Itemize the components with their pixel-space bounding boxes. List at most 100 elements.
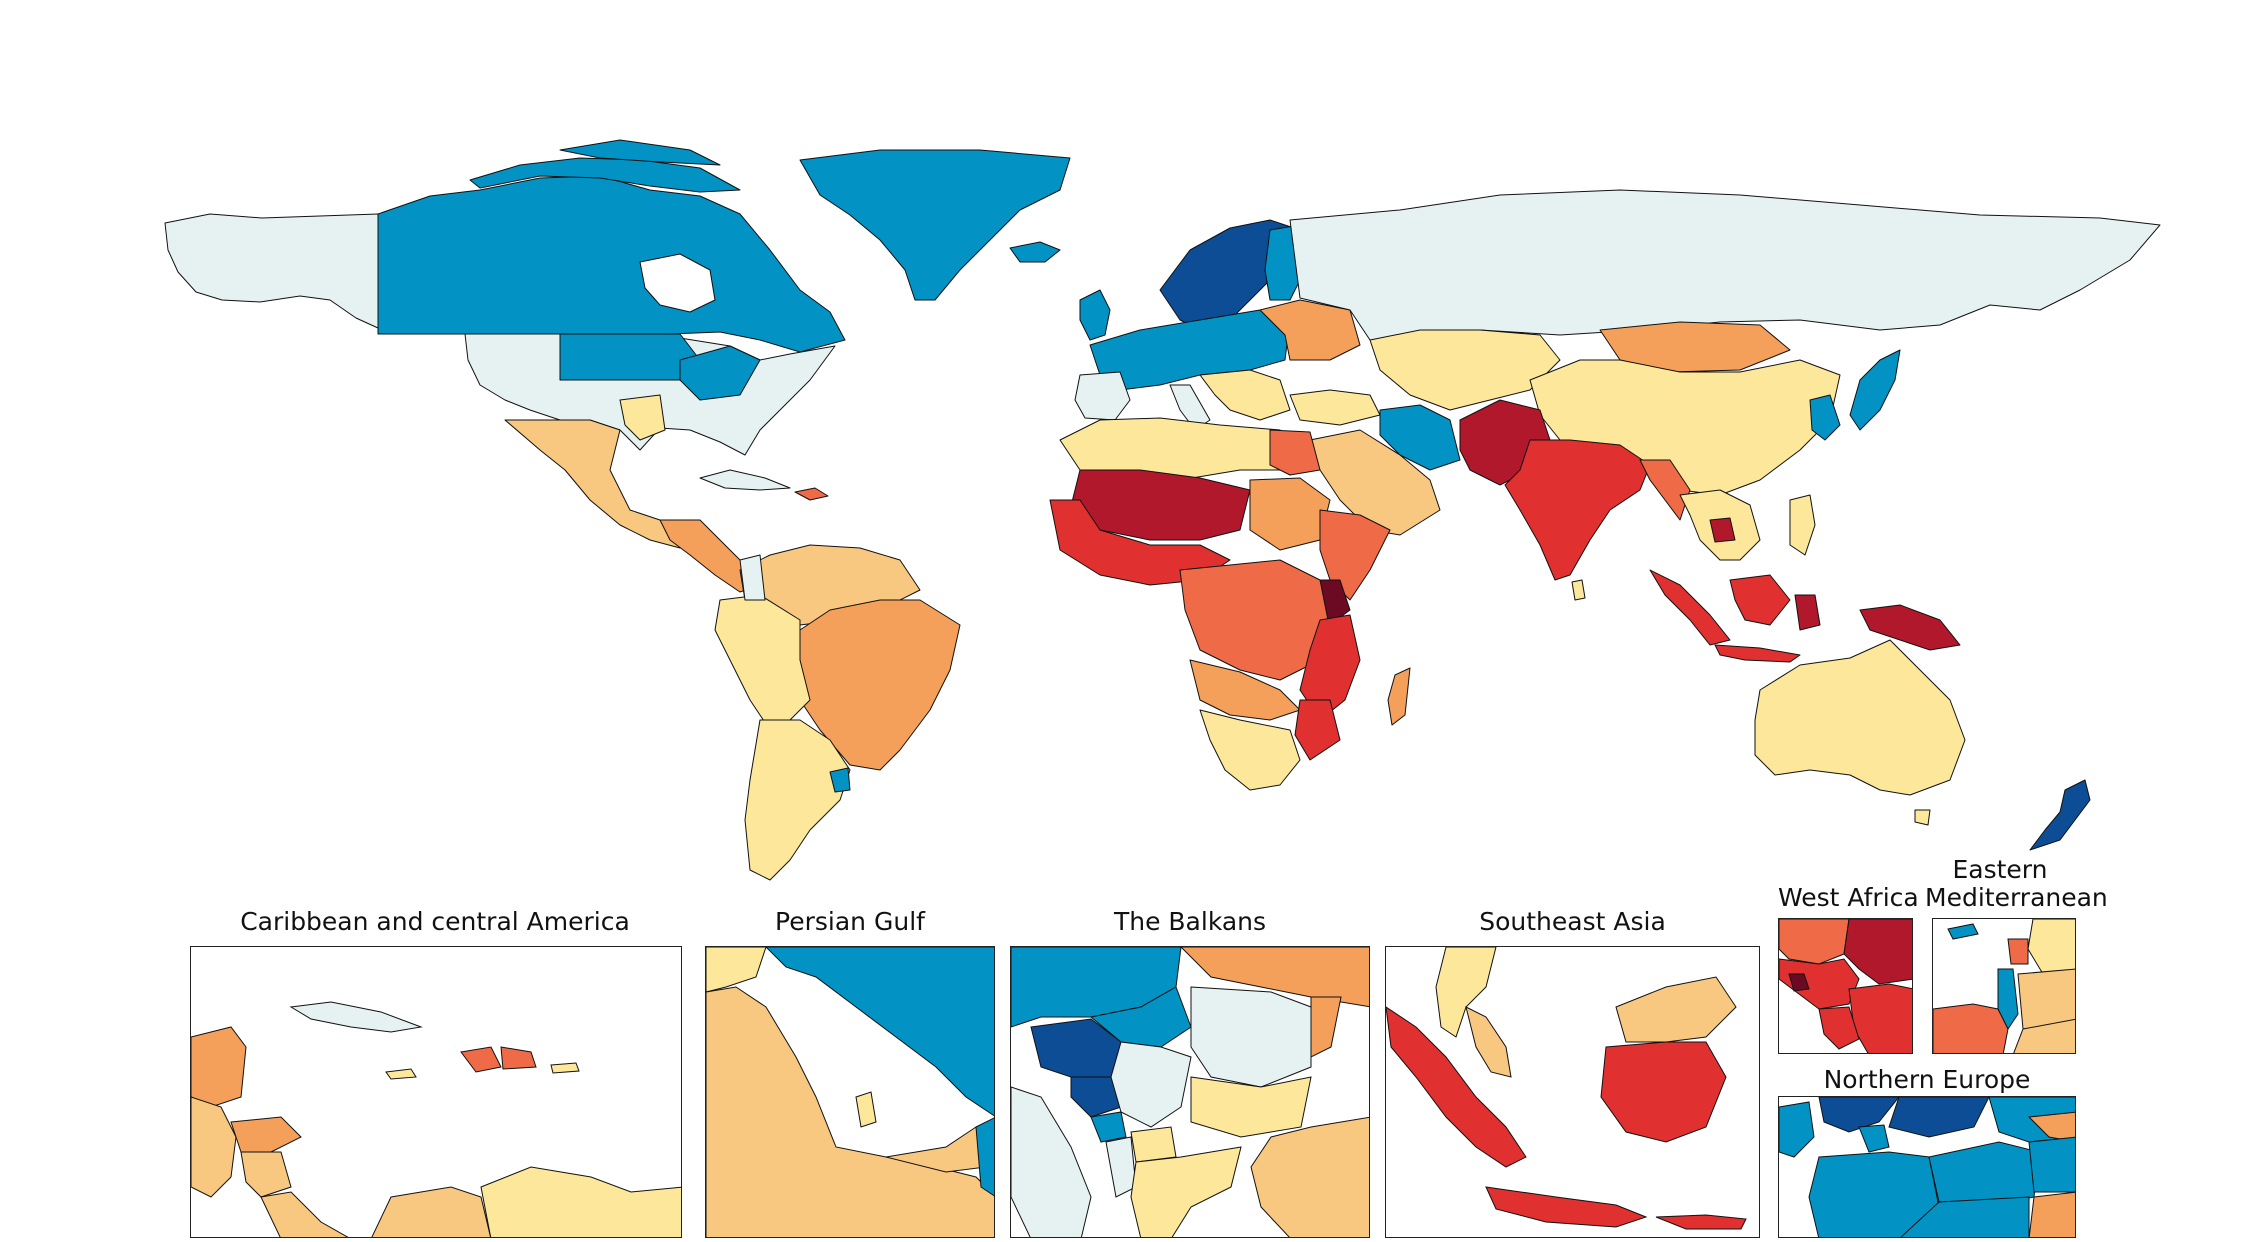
inset-carib-yucatan <box>191 1026 247 1108</box>
region-iceland <box>1009 241 1061 263</box>
region-egypt <box>1269 429 1321 476</box>
region-mozambique <box>1294 699 1341 761</box>
region-southern-cone <box>744 719 851 881</box>
region-new-zealand <box>2029 779 2091 851</box>
inset-wa-guinea <box>1779 958 1860 1010</box>
inset-west-africa <box>1778 918 1913 1054</box>
inset-sea-java <box>1485 1186 1648 1228</box>
inset-gulf-oman <box>975 1117 994 1197</box>
inset-ne-denmark <box>1858 1124 1890 1153</box>
inset-title-northern-europe: Northern Europe <box>1823 1065 2031 1094</box>
inset-em-israel <box>1997 968 2019 1030</box>
region-canada <box>377 175 846 353</box>
inset-balkans-bulgaria <box>1190 1076 1312 1138</box>
inset-balkans-bosnia <box>1070 1076 1122 1118</box>
inset-carib-jamaica <box>385 1068 417 1080</box>
inset-balkans <box>1010 946 1370 1238</box>
world-choropleth-map <box>164 139 2161 881</box>
inset-balkans-greece <box>1130 1146 1242 1237</box>
hudson-bay <box>639 253 716 313</box>
inset-ne-russia-west <box>2027 1111 2075 1143</box>
inset-balkans-montenegro <box>1090 1111 1127 1143</box>
inset-title-eastern-med-line2: Mediterranean <box>1925 883 2108 912</box>
region-korea <box>1809 394 1841 441</box>
region-usa-midwest <box>559 333 701 381</box>
inset-gulf-iraq <box>706 947 767 993</box>
region-arctic-islands <box>469 157 741 193</box>
inset-balkans-albania <box>1105 1136 1137 1198</box>
inset-southeast-asia <box>1385 946 1760 1238</box>
region-uruguay <box>829 767 851 793</box>
region-turkey <box>1289 389 1381 426</box>
region-madagascar <box>1387 667 1411 726</box>
inset-title-balkans: The Balkans <box>1113 907 1267 936</box>
inset-ne-czech <box>1900 1196 2030 1237</box>
inset-sea-sabah <box>1615 976 1737 1043</box>
region-hispaniola <box>794 487 829 501</box>
inset-sea-kalimantan <box>1600 1041 1727 1143</box>
region-southern-africa <box>1199 709 1301 791</box>
region-bangladesh-myanmar <box>1639 459 1691 521</box>
region-arctic-islands-north <box>559 139 721 166</box>
inset-sea-peninsular-malaysia <box>1465 1006 1512 1078</box>
inset-ne-uk <box>1779 1101 1815 1158</box>
region-usa-south <box>619 394 666 441</box>
inset-wa-mali <box>1843 919 1912 985</box>
inset-gulf-qatar <box>855 1091 877 1128</box>
region-usa-northeast <box>679 345 761 401</box>
inset-caribbean <box>190 946 682 1238</box>
inset-persian-gulf <box>705 946 995 1238</box>
inset-carib-honduras <box>230 1116 302 1153</box>
region-alaska <box>164 213 379 329</box>
inset-em-saudi <box>2013 1018 2075 1053</box>
inset-wa-senegal <box>1779 919 1850 965</box>
inset-carib-haiti <box>460 1046 502 1073</box>
inset-carib-costa-rica <box>260 1191 349 1237</box>
region-cuba <box>699 469 791 491</box>
inset-title-west-africa: West Africa <box>1778 883 1919 912</box>
inset-northern-europe <box>1778 1096 2076 1238</box>
inset-carib-nicaragua <box>240 1151 292 1198</box>
inset-sea-thailand <box>1435 947 1497 1038</box>
region-sulawesi <box>1794 594 1821 631</box>
inset-balkans-moldova <box>1310 996 1342 1058</box>
inset-wa-liberia <box>1818 1006 1860 1050</box>
region-greenland <box>799 149 1071 301</box>
region-sri-lanka <box>1571 579 1586 601</box>
inset-carib-colombia <box>371 1186 492 1237</box>
region-horn-of-africa <box>1319 509 1391 601</box>
inset-title-eastern-med-line1: Eastern <box>1952 855 2048 884</box>
inset-carib-dominican <box>500 1046 537 1070</box>
region-india <box>1504 439 1651 581</box>
inset-title-persian-gulf: Persian Gulf <box>775 907 925 936</box>
inset-ne-ukraine <box>2028 1191 2075 1237</box>
region-iberia <box>1074 371 1131 421</box>
inset-wa-ivory-coast <box>1848 983 1912 1053</box>
inset-ne-belarus <box>2028 1136 2075 1193</box>
region-philippines <box>1789 494 1816 556</box>
inset-eastern-mediterranean <box>1932 918 2076 1054</box>
inset-carib-guatemala <box>191 1096 237 1198</box>
inset-title-southeast-asia: Southeast Asia <box>1479 907 1666 936</box>
region-sudan <box>1249 477 1331 551</box>
region-cambodia <box>1709 517 1736 543</box>
inset-em-syria <box>2027 919 2075 975</box>
inset-balkans-italy <box>1011 1086 1092 1237</box>
region-iran <box>1379 404 1461 471</box>
inset-sea-small-islands <box>1655 1214 1747 1230</box>
inset-balkans-macedonia <box>1130 1126 1177 1163</box>
region-central-asia <box>1369 329 1561 411</box>
region-arabia <box>1309 429 1441 536</box>
inset-em-lebanon <box>2007 938 2029 965</box>
inset-balkans-romania <box>1190 986 1312 1088</box>
inset-carib-cuba <box>289 1001 423 1033</box>
inset-title-caribbean: Caribbean and central America <box>240 907 630 936</box>
inset-em-cyprus <box>1947 923 1979 940</box>
region-tasmania <box>1914 809 1931 826</box>
region-uk <box>1079 289 1111 341</box>
region-eastern-europe <box>1259 299 1361 361</box>
region-angola-zambia <box>1189 659 1301 721</box>
inset-wa-guinea-bissau <box>1788 973 1810 992</box>
region-japan <box>1849 349 1901 431</box>
region-ecuador <box>739 554 766 601</box>
